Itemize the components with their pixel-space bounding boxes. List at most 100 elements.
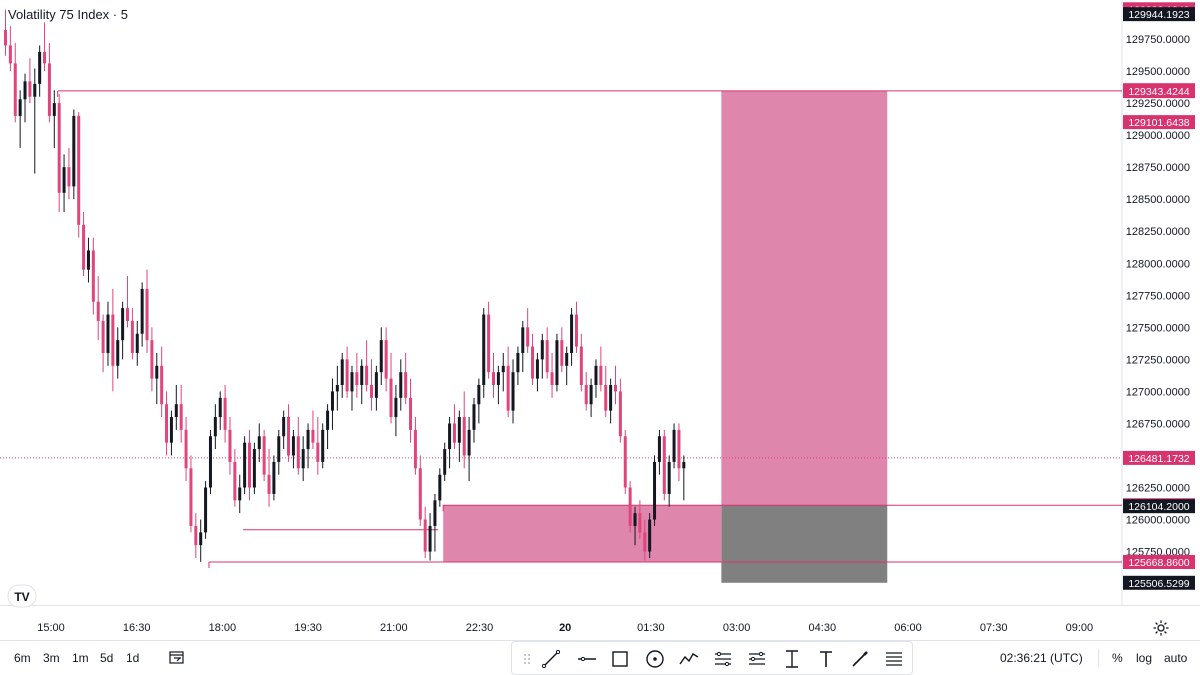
percent-toggle[interactable]: %: [1112, 651, 1123, 665]
candle: [101, 314, 105, 373]
price-label: 125506.5299: [1123, 575, 1195, 590]
candle-body: [306, 429, 310, 450]
candle: [682, 455, 686, 501]
candle: [433, 493, 437, 552]
candle: [282, 410, 286, 450]
candle: [409, 378, 413, 443]
candle: [618, 378, 622, 443]
candle: [594, 359, 598, 398]
date-range-icon[interactable]: [168, 650, 186, 666]
candle-body: [599, 365, 603, 386]
candle-body: [126, 308, 129, 321]
candle: [106, 301, 110, 366]
measure-tool-icon[interactable]: [781, 648, 803, 670]
candle-body: [316, 442, 320, 462]
short-position-tool-icon[interactable]: [746, 648, 768, 670]
candle: [418, 455, 422, 526]
candle: [223, 385, 227, 443]
price-label: 129101.6438: [1123, 115, 1195, 130]
candle-body: [291, 436, 295, 456]
candle: [521, 320, 525, 373]
timeframe-5d[interactable]: 5d: [100, 651, 114, 665]
symbol-title[interactable]: Volatility 75 Index · 5: [8, 7, 128, 22]
candle-body: [389, 378, 393, 418]
price-chart[interactable]: 129750.0000 129500.0000 129250.0000 129000.…: [0, 0, 1200, 640]
candle-body: [47, 63, 51, 116]
candle: [350, 365, 354, 411]
candle-body: [213, 417, 217, 437]
candle-body: [223, 397, 227, 430]
brush-tool-icon[interactable]: [849, 648, 871, 670]
candle-body: [67, 167, 71, 187]
timeframe-6m[interactable]: 6m: [14, 651, 31, 665]
candle: [77, 112, 81, 238]
price-label-box: [1123, 7, 1195, 22]
price-tick-label: 126000.0000: [1126, 515, 1190, 527]
long-position-tool-icon[interactable]: [712, 648, 734, 670]
candle: [57, 94, 61, 213]
bottom-toolbar: 6m 3m 1m 5d 1d: [0, 640, 1200, 675]
horizontal-line-tool-icon[interactable]: [576, 648, 598, 670]
candle: [482, 308, 486, 398]
time-tick-label: 01:30: [637, 622, 665, 634]
timeframe-1d[interactable]: 1d: [126, 651, 140, 665]
candle: [243, 436, 247, 494]
candle-body: [638, 513, 642, 533]
candle-body: [43, 51, 47, 64]
candle-body: [545, 340, 549, 373]
settings-gear-icon[interactable]: [1152, 619, 1170, 637]
circle-tool-icon[interactable]: [644, 648, 666, 670]
timeframe-3m[interactable]: 3m: [43, 651, 60, 665]
time-tick-label: 16:30: [123, 622, 151, 634]
time-tick-label: 18:00: [209, 622, 237, 634]
candle-body: [443, 449, 447, 475]
price-tick-label: 129250.0000: [1126, 98, 1190, 110]
candle: [121, 301, 125, 360]
text-tool-icon[interactable]: [815, 648, 837, 670]
candle: [252, 442, 256, 494]
candle-body: [330, 391, 334, 411]
utc-clock[interactable]: 02:36:21 (UTC): [1000, 651, 1083, 665]
candle: [677, 423, 681, 482]
candle-body: [667, 461, 671, 494]
path-tool-icon[interactable]: [678, 648, 700, 670]
candle: [452, 404, 456, 450]
candle-body: [4, 30, 7, 46]
log-toggle[interactable]: log: [1136, 651, 1153, 665]
candle: [111, 288, 115, 392]
candle-body: [399, 372, 403, 398]
candle: [550, 352, 554, 398]
auto-toggle[interactable]: auto: [1164, 651, 1188, 665]
candle-body: [506, 365, 510, 411]
candle-body: [457, 417, 461, 443]
menu-tool-icon[interactable]: [883, 648, 905, 670]
candle: [477, 378, 481, 424]
candle: [135, 320, 139, 366]
candle-body: [135, 333, 139, 353]
candle: [52, 90, 56, 148]
rectangle-tool-icon[interactable]: [609, 648, 631, 670]
candle: [96, 276, 100, 341]
candle: [228, 417, 232, 475]
candle-body: [452, 423, 456, 443]
candle-body: [121, 308, 125, 341]
candle-body: [526, 327, 530, 347]
candle: [4, 9, 7, 56]
drag-handle-icon[interactable]: [516, 648, 538, 670]
candle-body: [301, 449, 305, 469]
candle-body: [38, 51, 42, 84]
candle: [13, 42, 17, 123]
candle-body: [570, 314, 574, 353]
candle: [335, 365, 339, 411]
candle-body: [428, 525, 432, 552]
candle: [82, 212, 86, 277]
candle-body: [540, 340, 544, 360]
timeframe-1m[interactable]: 1m: [72, 651, 89, 665]
candle: [204, 481, 208, 539]
candle: [623, 429, 627, 494]
candle-body: [355, 372, 359, 386]
candle: [140, 282, 144, 347]
candle-body: [248, 442, 251, 488]
candle-body: [116, 340, 120, 366]
trend-line-tool-icon[interactable]: [540, 648, 562, 670]
